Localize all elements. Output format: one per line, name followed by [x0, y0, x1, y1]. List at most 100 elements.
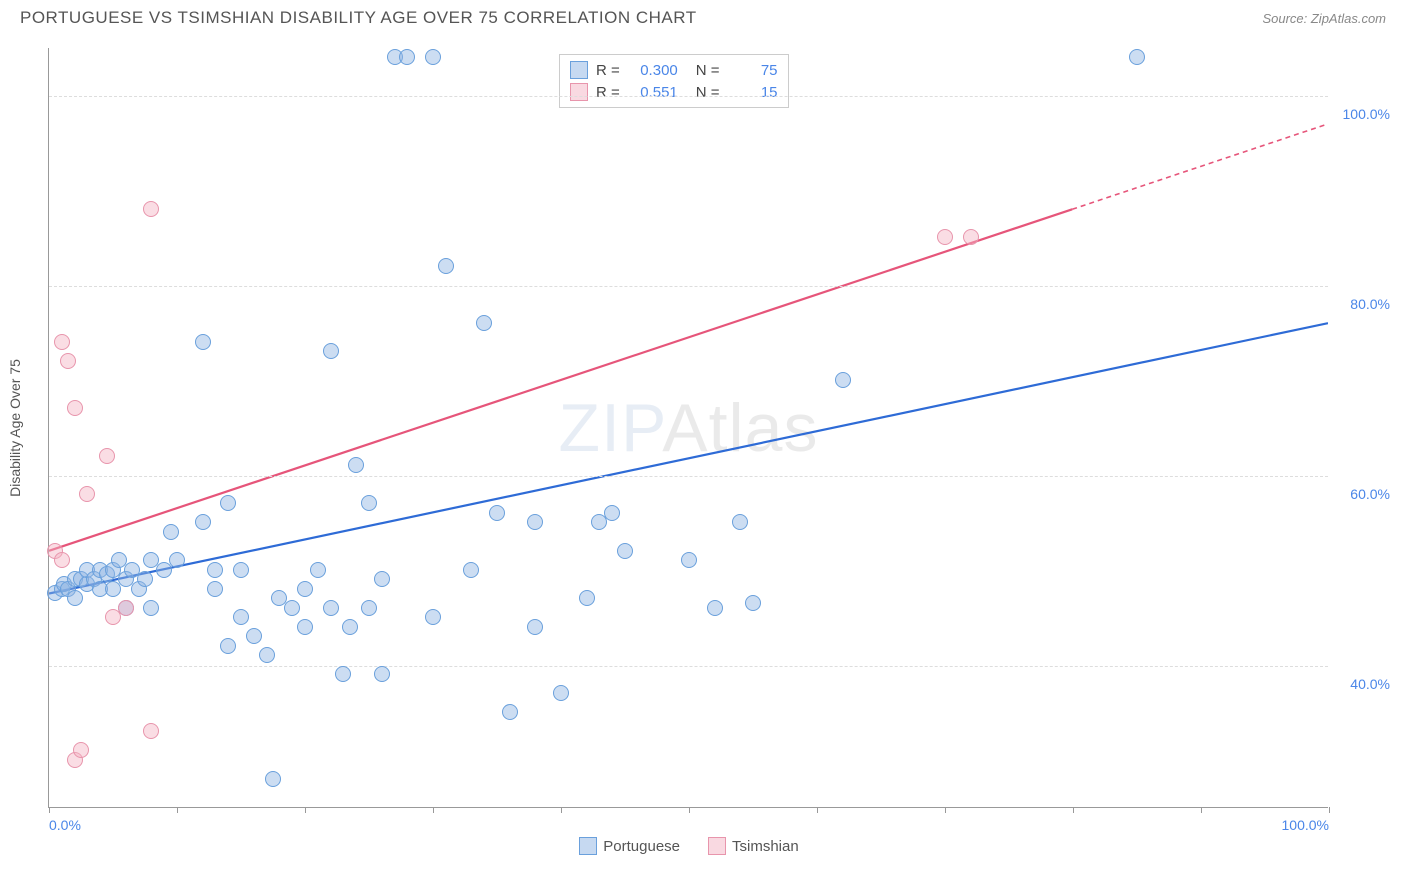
x-tick — [945, 807, 946, 813]
scatter-point — [118, 600, 134, 616]
x-tick — [1073, 807, 1074, 813]
x-tick-label: 0.0% — [49, 817, 81, 833]
scatter-point — [335, 666, 351, 682]
scatter-point — [527, 514, 543, 530]
scatter-point — [361, 495, 377, 511]
source-label: Source: ZipAtlas.com — [1262, 11, 1386, 26]
gridline — [49, 286, 1328, 287]
scatter-point — [438, 258, 454, 274]
watermark-zip: ZIP — [559, 390, 663, 466]
legend-stats-row: R =0.551N =15 — [570, 81, 778, 103]
legend-stats-row: R =0.300N =75 — [570, 59, 778, 81]
scatter-point — [60, 353, 76, 369]
legend-swatch — [570, 61, 588, 79]
y-tick-label: 60.0% — [1350, 486, 1390, 502]
scatter-point — [220, 638, 236, 654]
scatter-point — [143, 723, 159, 739]
chart-container: Disability Age Over 75 ZIPAtlas R =0.300… — [48, 48, 1388, 838]
scatter-point — [137, 571, 153, 587]
gridline — [49, 96, 1328, 97]
scatter-point — [143, 600, 159, 616]
gridline — [49, 476, 1328, 477]
scatter-point — [233, 609, 249, 625]
scatter-point — [399, 49, 415, 65]
scatter-point — [54, 334, 70, 350]
legend-swatch — [570, 83, 588, 101]
scatter-point — [265, 771, 281, 787]
scatter-point — [745, 595, 761, 611]
scatter-point — [963, 229, 979, 245]
scatter-point — [489, 505, 505, 521]
watermark: ZIPAtlas — [559, 389, 819, 467]
legend-swatch — [579, 837, 597, 855]
legend-bottom: Portuguese Tsimshian — [49, 837, 1329, 859]
scatter-point — [207, 562, 223, 578]
scatter-point — [284, 600, 300, 616]
n-value: 15 — [728, 84, 778, 101]
scatter-point — [79, 486, 95, 502]
x-tick — [49, 807, 50, 813]
scatter-point — [310, 562, 326, 578]
scatter-point — [502, 704, 518, 720]
legend-item: Portuguese — [579, 837, 680, 855]
scatter-point — [67, 400, 83, 416]
scatter-point — [259, 647, 275, 663]
scatter-point — [67, 590, 83, 606]
scatter-point — [707, 600, 723, 616]
scatter-point — [220, 495, 236, 511]
scatter-point — [143, 201, 159, 217]
x-tick — [817, 807, 818, 813]
scatter-point — [732, 514, 748, 530]
scatter-point — [348, 457, 364, 473]
scatter-point — [579, 590, 595, 606]
n-label: N = — [696, 84, 720, 101]
trend-lines — [49, 48, 1328, 807]
legend-swatch — [708, 837, 726, 855]
x-tick — [177, 807, 178, 813]
scatter-point — [342, 619, 358, 635]
r-label: R = — [596, 62, 620, 79]
scatter-point — [163, 524, 179, 540]
scatter-point — [374, 666, 390, 682]
watermark-atlas: Atlas — [662, 390, 818, 466]
x-tick — [1329, 807, 1330, 813]
r-value: 0.551 — [628, 84, 678, 101]
scatter-point — [425, 609, 441, 625]
gridline — [49, 666, 1328, 667]
scatter-point — [463, 562, 479, 578]
scatter-point — [73, 742, 89, 758]
scatter-point — [323, 600, 339, 616]
scatter-point — [604, 505, 620, 521]
scatter-point — [527, 619, 543, 635]
scatter-point — [476, 315, 492, 331]
plot-area: Disability Age Over 75 ZIPAtlas R =0.300… — [48, 48, 1328, 808]
scatter-point — [54, 552, 70, 568]
x-tick — [433, 807, 434, 813]
scatter-point — [233, 562, 249, 578]
n-value: 75 — [728, 62, 778, 79]
legend-label: Tsimshian — [732, 838, 799, 855]
scatter-point — [195, 334, 211, 350]
scatter-point — [246, 628, 262, 644]
x-tick — [1201, 807, 1202, 813]
scatter-point — [297, 619, 313, 635]
scatter-point — [425, 49, 441, 65]
scatter-point — [617, 543, 633, 559]
y-tick-label: 80.0% — [1350, 296, 1390, 312]
x-tick — [689, 807, 690, 813]
scatter-point — [195, 514, 211, 530]
scatter-point — [297, 581, 313, 597]
scatter-point — [99, 448, 115, 464]
legend-item: Tsimshian — [708, 837, 799, 855]
x-tick-label: 100.0% — [1282, 817, 1329, 833]
scatter-point — [937, 229, 953, 245]
n-label: N = — [696, 62, 720, 79]
scatter-point — [361, 600, 377, 616]
scatter-point — [1129, 49, 1145, 65]
y-axis-label: Disability Age Over 75 — [7, 359, 23, 497]
y-tick-label: 100.0% — [1343, 106, 1390, 122]
x-tick — [305, 807, 306, 813]
scatter-point — [374, 571, 390, 587]
legend-label: Portuguese — [603, 838, 680, 855]
scatter-point — [207, 581, 223, 597]
